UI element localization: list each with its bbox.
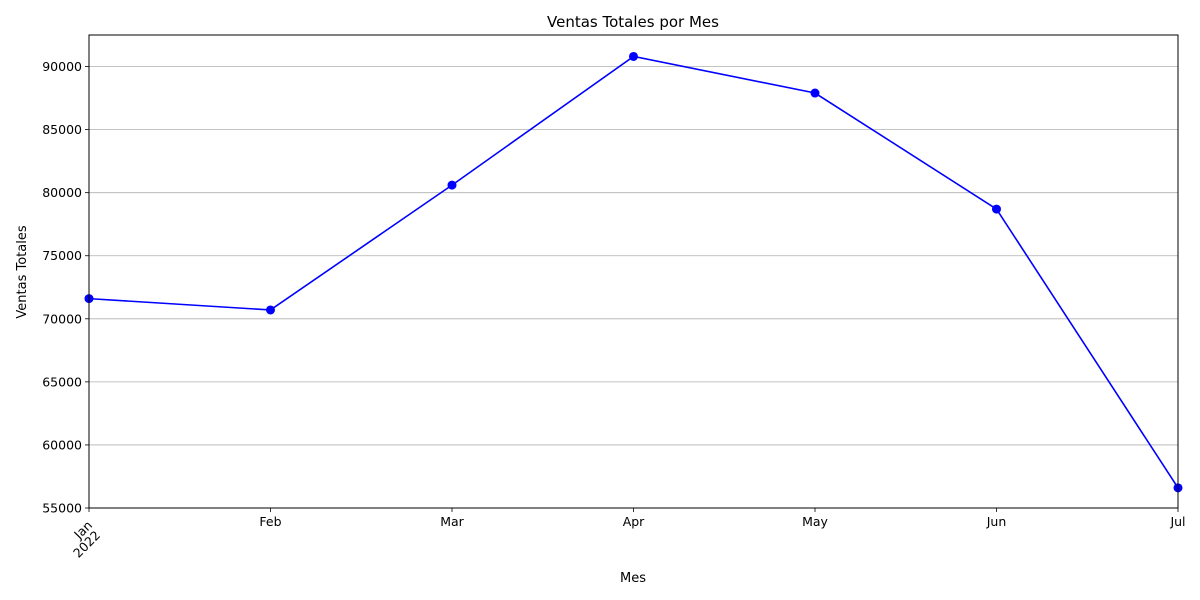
x-tick-label-Jul: Jul: [1169, 514, 1185, 529]
y-axis: 55000 60000 65000 70000 75000 80000 85000 90000: [42, 59, 89, 516]
y-tick-label-75000: 75000: [42, 248, 82, 263]
x-tick-label-Mar: Mar: [440, 514, 464, 529]
x-tick-label-Feb: Feb: [259, 514, 281, 529]
data-point-Feb: [266, 305, 275, 315]
y-tick-label-65000: 65000: [42, 374, 82, 389]
data-point-Mar: [447, 180, 457, 190]
y-tick-label-80000: 80000: [42, 185, 82, 200]
x-tick-label-Apr: Apr: [623, 514, 645, 529]
data-point-Jun: [992, 204, 1001, 214]
data-point-May: [810, 88, 820, 98]
y-tick-label-90000: 90000: [42, 59, 82, 74]
y-tick-label-70000: 70000: [42, 311, 82, 326]
x-tick-label-Jun: Jun: [986, 514, 1007, 529]
y-tick-label-55000: 55000: [42, 501, 82, 516]
series-ventas: [84, 51, 1183, 493]
chart-title: Ventas Totales por Mes: [547, 13, 719, 31]
data-point-Apr: [629, 51, 638, 61]
x-tick-label-May: May: [802, 514, 828, 529]
y-axis-label: Ventas Totales: [15, 225, 30, 318]
plot-frame: [88, 34, 1179, 509]
x-axis-label: Mes: [620, 571, 646, 586]
y-tick-label-60000: 60000: [42, 437, 82, 452]
gridlines: [89, 66, 1178, 509]
y-tick-label-85000: 85000: [42, 122, 82, 137]
series-line: [88, 55, 1179, 489]
